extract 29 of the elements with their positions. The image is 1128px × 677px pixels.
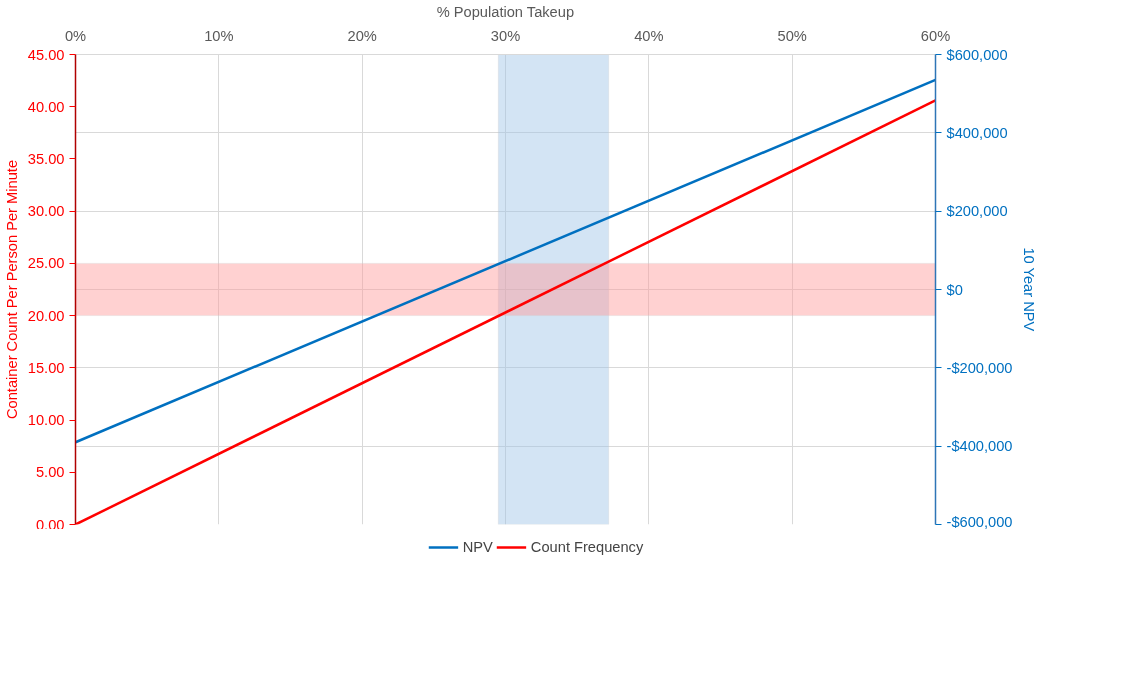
y-tick-label: 15.00 (27, 359, 65, 376)
y2-tick-label: -$400,000 (946, 438, 1013, 455)
legend-label: Count Frequency (530, 539, 644, 555)
x-axis-title: % Population Takeup (436, 3, 575, 20)
y-tick-label: 45.00 (27, 46, 65, 63)
y2-tick-label: $400,000 (946, 124, 1008, 141)
y2-tick-label: $600,000 (946, 46, 1008, 63)
x-tick-label: 50% (777, 27, 807, 44)
x-tick-label: 60% (920, 27, 951, 44)
y2-tick-label: -$200,000 (946, 359, 1013, 376)
x-tick-label: 40% (634, 27, 664, 44)
y2-tick-label: -$600,000 (946, 513, 1013, 530)
y-tick-label: 40.00 (27, 98, 65, 115)
x-tick-label: 0% (64, 27, 87, 44)
y-tick-label: 10.00 (27, 412, 65, 429)
x-tick-label: 30% (490, 27, 521, 44)
legend-label: NPV (462, 539, 493, 555)
x-tick-label: 20% (347, 27, 377, 44)
y-tick-label: 30.00 (27, 203, 65, 220)
y-tick-label: 0.00 (35, 516, 65, 533)
y-tick-label: 20.00 (27, 307, 65, 324)
y-tick-label: 5.00 (35, 464, 65, 481)
y-axis-title: Container Count Per Person Per Minute (3, 159, 20, 420)
y2-tick-label: $0 (946, 281, 963, 298)
x-tick-label: 10% (204, 27, 234, 44)
y-tick-label: 25.00 (27, 255, 65, 272)
y2-tick-label: $200,000 (946, 203, 1008, 220)
y-tick-label: 35.00 (27, 150, 65, 167)
y2-axis-title: 10 Year NPV (1020, 247, 1037, 332)
